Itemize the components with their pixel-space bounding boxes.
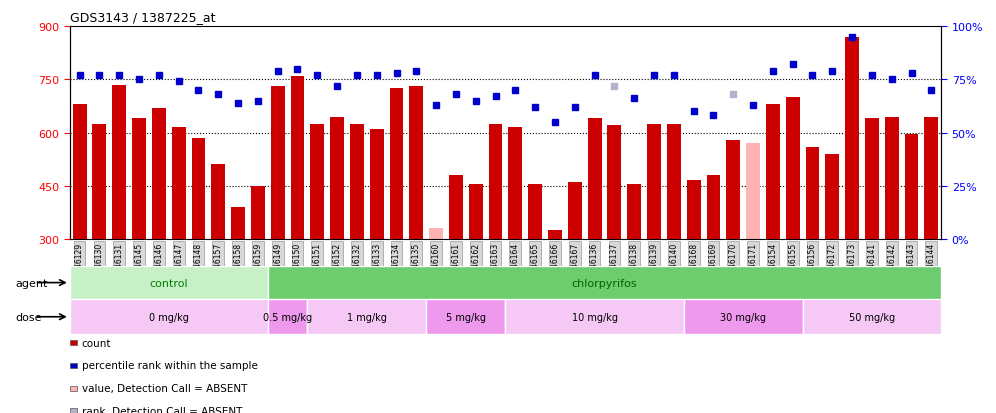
Text: value, Detection Call = ABSENT: value, Detection Call = ABSENT — [82, 383, 247, 393]
Text: 0.5 mg/kg: 0.5 mg/kg — [263, 312, 312, 322]
Bar — [113, 85, 126, 240]
Bar — [426, 299, 506, 335]
Text: dose: dose — [15, 312, 42, 322]
Bar — [726, 140, 740, 240]
Text: control: control — [149, 278, 188, 288]
Bar — [311, 124, 325, 240]
Text: 1 mg/kg: 1 mg/kg — [347, 312, 386, 322]
Text: chlorpyrifos: chlorpyrifos — [572, 278, 637, 288]
Bar — [489, 124, 503, 240]
Text: 0 mg/kg: 0 mg/kg — [148, 312, 188, 322]
Bar — [191, 138, 205, 240]
Bar — [152, 108, 165, 240]
Text: rank, Detection Call = ABSENT: rank, Detection Call = ABSENT — [82, 406, 242, 413]
Bar — [865, 119, 878, 240]
Text: 30 mg/kg: 30 mg/kg — [720, 312, 766, 322]
Text: 50 mg/kg: 50 mg/kg — [849, 312, 895, 322]
Bar — [409, 87, 423, 240]
Bar — [231, 208, 245, 240]
Text: agent: agent — [15, 278, 48, 288]
Bar — [588, 119, 602, 240]
Bar — [647, 124, 661, 240]
Bar — [528, 185, 542, 240]
Bar — [370, 130, 383, 240]
Bar — [786, 98, 800, 240]
Bar — [884, 117, 898, 240]
Bar — [291, 76, 305, 240]
Bar — [132, 119, 146, 240]
Bar — [308, 299, 426, 335]
Text: 5 mg/kg: 5 mg/kg — [446, 312, 486, 322]
Text: 10 mg/kg: 10 mg/kg — [572, 312, 618, 322]
Bar — [271, 87, 285, 240]
Bar — [548, 231, 562, 240]
Text: count: count — [82, 338, 112, 348]
Bar — [429, 229, 443, 240]
Text: GDS3143 / 1387225_at: GDS3143 / 1387225_at — [70, 11, 215, 24]
Bar — [608, 126, 622, 240]
Bar — [508, 128, 522, 240]
Bar — [904, 135, 918, 240]
Bar — [93, 124, 107, 240]
Bar — [70, 266, 268, 299]
Bar — [251, 186, 265, 240]
Bar — [706, 176, 720, 240]
Text: percentile rank within the sample: percentile rank within the sample — [82, 361, 258, 370]
Bar — [73, 105, 87, 240]
Bar — [667, 124, 680, 240]
Bar — [331, 117, 344, 240]
Bar — [746, 144, 760, 240]
Bar — [268, 266, 941, 299]
Bar — [846, 38, 859, 240]
Bar — [627, 185, 641, 240]
Bar — [826, 154, 840, 240]
Bar — [268, 299, 308, 335]
Bar — [171, 128, 185, 240]
Bar — [350, 124, 364, 240]
Bar — [803, 299, 941, 335]
Bar — [924, 117, 938, 240]
Bar — [506, 299, 683, 335]
Bar — [683, 299, 803, 335]
Bar — [70, 299, 268, 335]
Bar — [686, 181, 700, 240]
Bar — [389, 89, 403, 240]
Bar — [568, 183, 582, 240]
Bar — [469, 185, 483, 240]
Bar — [211, 165, 225, 240]
Bar — [766, 105, 780, 240]
Bar — [449, 176, 463, 240]
Bar — [806, 147, 820, 240]
